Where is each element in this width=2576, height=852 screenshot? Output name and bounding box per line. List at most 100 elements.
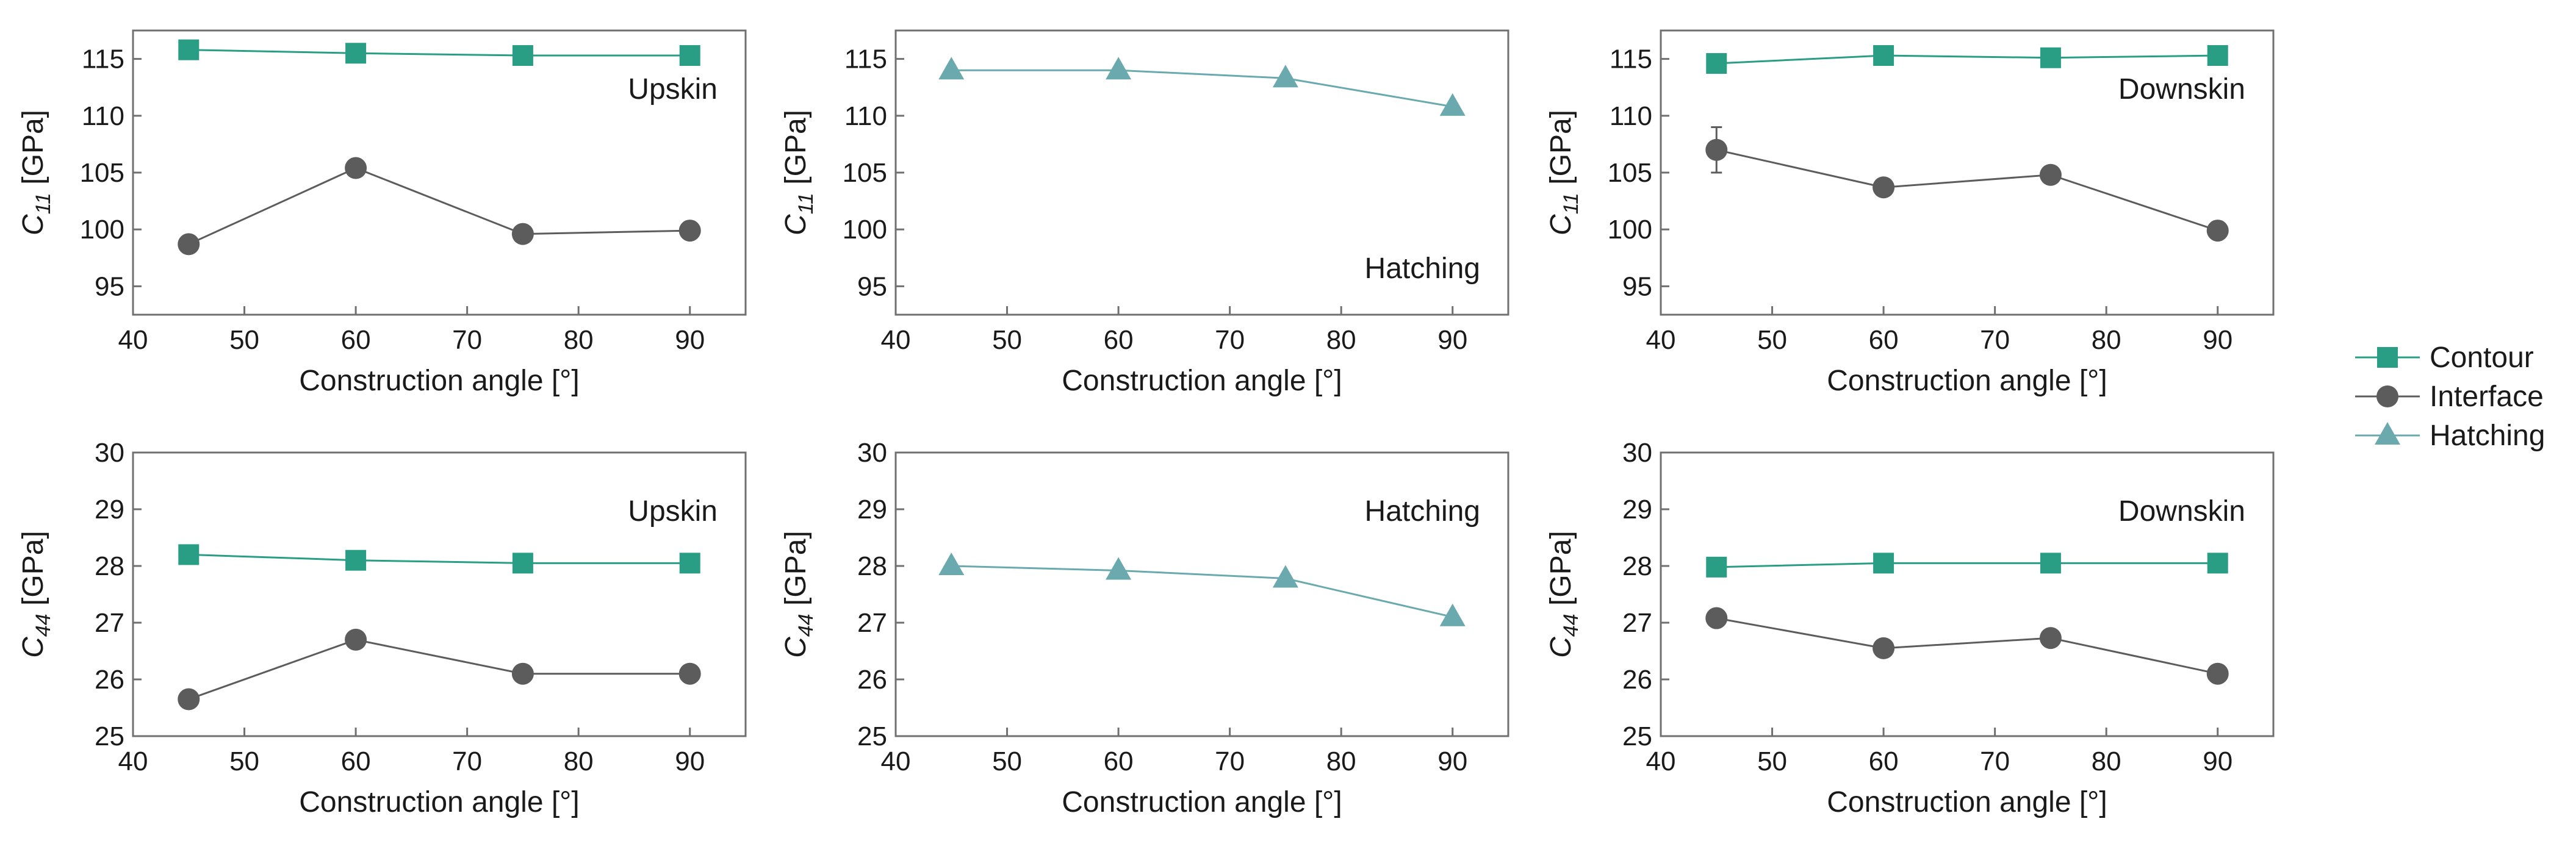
chart-panel-top-left: 40 50 60 70 80 90 95 100 105 110 115 Construction a… bbox=[17, 29, 747, 397]
data-point-contour bbox=[178, 39, 200, 60]
x-tick-label: 50 bbox=[1757, 325, 1787, 355]
x-tick-label: 50 bbox=[1757, 746, 1787, 776]
y-axis-label-symbol: C bbox=[780, 637, 812, 658]
y-tick-label: 27 bbox=[857, 608, 887, 638]
x-tick-label: 70 bbox=[1215, 746, 1245, 776]
y-axis-label-unit: [GPa] bbox=[1545, 110, 1577, 193]
x-tick-label: 50 bbox=[992, 325, 1022, 355]
x-axis-label: Construction angle [°] bbox=[299, 786, 579, 818]
data-point-contour bbox=[2040, 47, 2061, 68]
data-point-hatching bbox=[938, 553, 965, 575]
data-point-interface bbox=[2039, 163, 2062, 186]
y-axis-label-subscript: 44 bbox=[794, 614, 818, 637]
series-line-contour bbox=[1716, 54, 2218, 65]
y-tick-label: 100 bbox=[80, 215, 124, 245]
y-tick-label: 28 bbox=[857, 551, 887, 581]
y-tick-label: 105 bbox=[80, 158, 124, 188]
y-axis-label: C11 [GPa] bbox=[17, 110, 55, 235]
series-interface bbox=[1705, 607, 2229, 685]
series-contour bbox=[178, 544, 700, 574]
x-axis-label: Construction angle [°] bbox=[1827, 365, 2107, 397]
data-point-interface bbox=[511, 662, 534, 685]
y-tick-label: 95 bbox=[857, 271, 887, 301]
legend-label: Hatching bbox=[2430, 420, 2545, 452]
chart-panel-bottom-middle: 40 50 60 70 80 90 25 26 27 28 29 30 Construction ang… bbox=[780, 438, 1509, 818]
x-tick-label: 60 bbox=[1104, 746, 1134, 776]
y-tick-label: 25 bbox=[1622, 721, 1652, 751]
y-axis-label-symbol: C bbox=[1545, 637, 1577, 658]
x-tick-label: 70 bbox=[452, 325, 482, 355]
series-contour bbox=[1706, 45, 2228, 74]
x-tick-label: 40 bbox=[1646, 325, 1676, 355]
series-line-hatching bbox=[951, 565, 1453, 618]
data-point-hatching bbox=[1272, 65, 1298, 88]
y-tick-label: 26 bbox=[95, 665, 124, 695]
x-tick-label: 80 bbox=[1326, 325, 1356, 355]
data-point-interface bbox=[178, 688, 200, 711]
x-tick-label: 90 bbox=[2203, 325, 2232, 355]
legend: Contour Interface Hatching bbox=[2355, 342, 2545, 452]
series-contour bbox=[1706, 553, 2228, 578]
y-tick-label: 115 bbox=[844, 45, 887, 74]
y-tick-label: 115 bbox=[1610, 45, 1652, 74]
x-tick-label: 90 bbox=[1437, 325, 1467, 355]
x-tick-label: 80 bbox=[2092, 325, 2121, 355]
x-tick-label: 80 bbox=[2092, 746, 2121, 776]
y-tick-label: 95 bbox=[1622, 271, 1652, 301]
y-tick-label: 30 bbox=[1622, 438, 1652, 468]
y-tick-label: 29 bbox=[857, 495, 887, 524]
y-axis-label-symbol: C bbox=[17, 214, 49, 235]
y-axis-label: C11 [GPa] bbox=[780, 110, 818, 235]
y-tick-label: 100 bbox=[1608, 215, 1652, 245]
data-point-interface bbox=[2206, 220, 2229, 242]
x-tick-label: 80 bbox=[1326, 746, 1356, 776]
x-tick-label: 60 bbox=[1104, 325, 1134, 355]
y-tick-label: 115 bbox=[82, 45, 124, 74]
y-axis-label-symbol: C bbox=[780, 214, 812, 235]
y-axis-label-subscript: 44 bbox=[1560, 614, 1583, 637]
y-tick-label: 30 bbox=[857, 438, 887, 468]
y-axis-label: C44 [GPa] bbox=[780, 531, 818, 658]
series-line-interface bbox=[1716, 617, 2218, 675]
x-tick-label: 90 bbox=[675, 746, 705, 776]
panel-annotation: Hatching bbox=[1365, 495, 1480, 528]
data-point-contour bbox=[1873, 45, 1894, 66]
y-tick-label: 110 bbox=[1610, 101, 1652, 131]
y-axis-label-subscript: 44 bbox=[32, 614, 55, 637]
data-point-contour bbox=[2040, 553, 2061, 574]
x-tick-label: 60 bbox=[1869, 325, 1899, 355]
data-point-hatching bbox=[1272, 565, 1298, 588]
series-line-interface bbox=[188, 166, 690, 245]
y-axis-label: C11 [GPa] bbox=[1545, 110, 1583, 235]
data-point-hatching bbox=[1106, 557, 1132, 580]
y-axis-label-unit: [GPa] bbox=[1545, 531, 1577, 614]
series-interface bbox=[1705, 126, 2229, 242]
data-point-hatching bbox=[1439, 603, 1466, 626]
series-line-contour bbox=[189, 553, 690, 564]
y-axis-label-subscript: 11 bbox=[32, 193, 55, 214]
y-axis-label-subscript: 11 bbox=[1560, 193, 1583, 214]
y-axis-label-unit: [GPa] bbox=[17, 531, 49, 614]
legend-item-interface: Interface bbox=[2355, 381, 2544, 413]
data-point-interface bbox=[345, 628, 367, 651]
y-tick-label: 25 bbox=[857, 721, 887, 751]
x-tick-label: 70 bbox=[1980, 746, 2010, 776]
x-tick-label: 90 bbox=[2203, 746, 2232, 776]
x-axis-label: Construction angle [°] bbox=[1827, 786, 2107, 818]
data-point-contour bbox=[1873, 553, 1894, 574]
series-hatching bbox=[938, 553, 1466, 626]
y-tick-label: 110 bbox=[844, 101, 887, 131]
series-interface bbox=[178, 157, 701, 256]
legend-marker-hatching bbox=[2375, 422, 2400, 445]
x-tick-label: 70 bbox=[452, 746, 482, 776]
legend-item-contour: Contour bbox=[2355, 342, 2534, 374]
y-tick-label: 110 bbox=[82, 101, 124, 131]
y-tick-label: 105 bbox=[1608, 158, 1652, 188]
series-line-interface bbox=[1716, 149, 2218, 232]
data-point-hatching bbox=[1106, 57, 1132, 80]
chart-panel-bottom-right: 40 50 60 70 80 90 25 26 27 28 29 30 Construction ang… bbox=[1545, 438, 2275, 818]
data-point-hatching bbox=[938, 57, 965, 80]
panel-annotation: Hatching bbox=[1365, 252, 1480, 285]
x-tick-label: 80 bbox=[564, 325, 594, 355]
y-tick-label: 95 bbox=[95, 271, 124, 301]
